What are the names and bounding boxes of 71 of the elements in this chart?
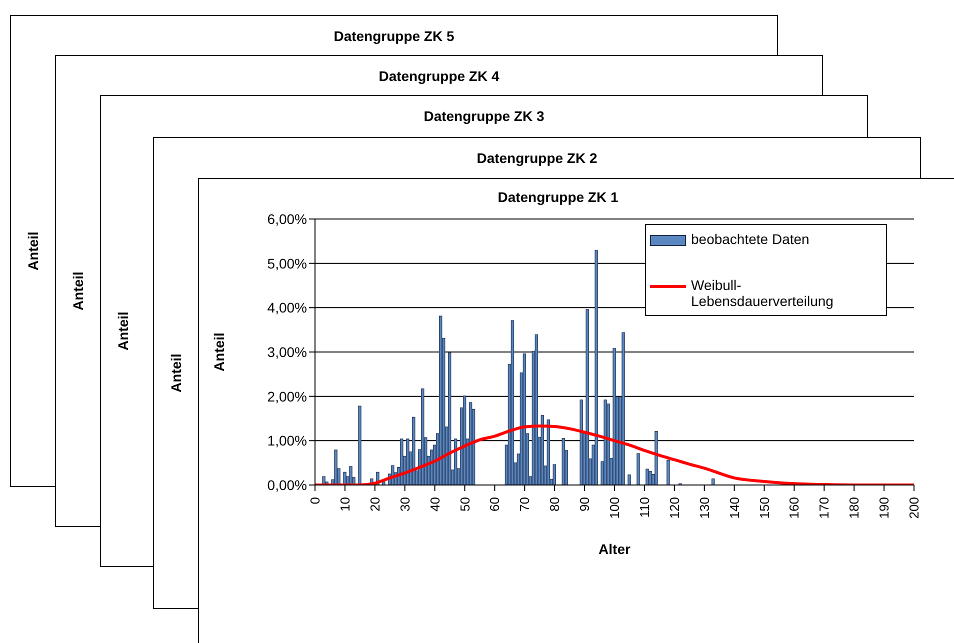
bar xyxy=(412,416,416,485)
bar xyxy=(604,400,607,485)
y-tick-label: 4,00% xyxy=(267,300,307,316)
bar xyxy=(406,438,410,485)
x-tick-label: 60 xyxy=(487,497,502,512)
bar xyxy=(522,353,526,485)
bar xyxy=(622,332,625,485)
bar xyxy=(594,250,598,485)
text: Anteil xyxy=(25,231,41,271)
bar xyxy=(712,478,715,485)
bar xyxy=(612,348,616,485)
bar xyxy=(358,406,362,485)
x-tick-label: 110 xyxy=(636,497,652,518)
x-tick-label: 200 xyxy=(906,497,922,519)
bar xyxy=(400,438,404,485)
text: Datengruppe ZK 2 xyxy=(476,150,598,166)
x-tick-label: 140 xyxy=(726,497,742,519)
bar xyxy=(562,438,565,485)
x-tick-label: 80 xyxy=(547,497,562,512)
x-tick-label: 100 xyxy=(607,497,622,519)
x-tick-label: 150 xyxy=(756,497,772,519)
x-tick-label: 20 xyxy=(367,497,382,512)
x-tick-label: 70 xyxy=(517,497,532,512)
y-tick-label: 6,00% xyxy=(267,210,307,227)
x-tick-label: 180 xyxy=(846,497,862,519)
bar xyxy=(468,402,472,485)
bar xyxy=(666,460,670,485)
x-axis-title: Alter xyxy=(598,541,631,557)
bar xyxy=(552,464,556,485)
text: Anteil xyxy=(168,353,184,393)
bar xyxy=(654,431,658,485)
bar xyxy=(448,352,452,485)
legend-label: Weibull-Lebensdauerverteilung xyxy=(691,277,834,309)
y-tick-label: 1,00% xyxy=(267,432,307,449)
x-tick-label: 130 xyxy=(696,497,712,519)
bar xyxy=(606,404,610,485)
bar xyxy=(636,453,640,485)
x-tick-label: 120 xyxy=(666,497,682,519)
bar xyxy=(438,316,442,485)
y-tick-label: 3,00% xyxy=(267,344,307,360)
y-tick-label: 0,00% xyxy=(267,476,307,493)
bar xyxy=(648,470,652,485)
x-tick-label: 10 xyxy=(337,497,352,512)
bar xyxy=(628,474,631,485)
bar xyxy=(462,396,466,485)
x-tick-label: 170 xyxy=(816,497,832,519)
bar xyxy=(580,400,583,485)
bar xyxy=(510,320,514,485)
x-tick-label: 0 xyxy=(308,497,322,504)
y-tick-label: 5,00% xyxy=(267,255,307,272)
bar xyxy=(646,468,649,485)
y-tick-label: 2,00% xyxy=(267,388,307,404)
x-tick-label: 40 xyxy=(427,497,442,512)
text: Anteil xyxy=(70,271,86,311)
text: Datengruppe ZK 4 xyxy=(378,68,500,84)
bar xyxy=(586,309,589,485)
chart-title: Datengruppe ZK 1 xyxy=(496,189,620,205)
text: Anteil xyxy=(115,311,131,351)
y-axis-title: Anteil xyxy=(210,332,227,372)
x-tick-label: 190 xyxy=(876,497,892,519)
bar xyxy=(334,450,338,485)
bar xyxy=(349,466,352,485)
x-tick-label: 30 xyxy=(397,497,412,512)
text: Datengruppe ZK 5 xyxy=(332,28,456,44)
x-tick-label: 160 xyxy=(786,497,802,519)
text: Datengruppe ZK 3 xyxy=(422,108,546,124)
legend-label: beobachtete Daten xyxy=(691,231,810,247)
x-tick-label: 90 xyxy=(577,497,592,512)
x-tick-label: 50 xyxy=(457,497,472,512)
bar xyxy=(421,388,424,485)
bar xyxy=(534,334,538,485)
